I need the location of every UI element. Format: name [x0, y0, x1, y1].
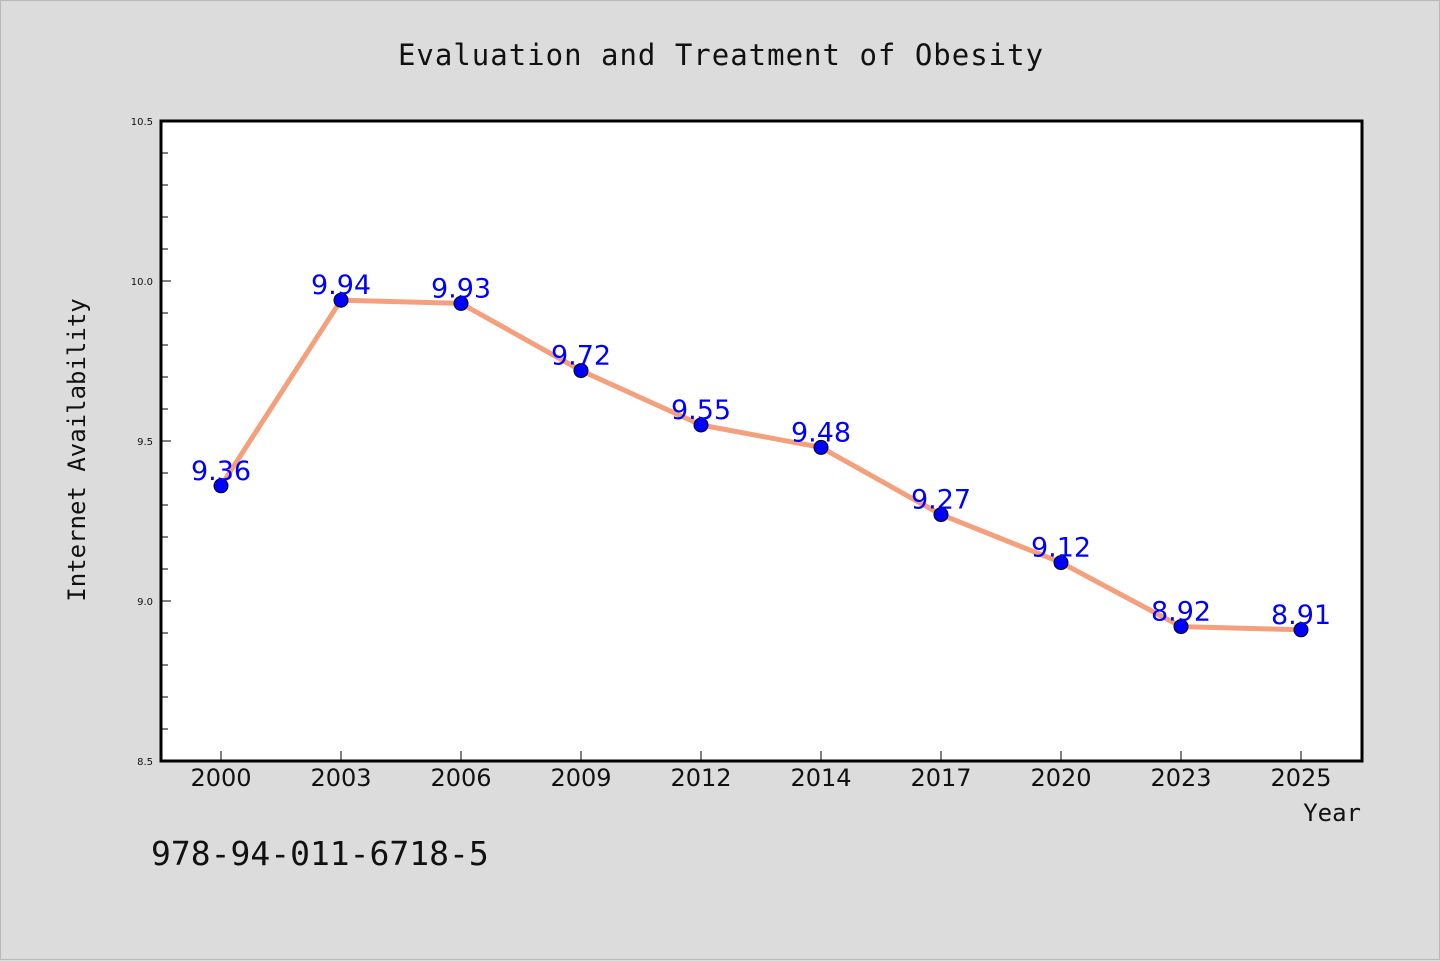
data-point — [1173, 619, 1189, 635]
data-point — [1293, 622, 1309, 638]
data-label: 9.27 — [911, 485, 971, 516]
x-tick-label: 2000 — [190, 764, 251, 792]
data-label: 8.91 — [1271, 600, 1331, 631]
y-tick-label: 8.5 — [137, 757, 153, 768]
x-tick-label: 2012 — [670, 764, 731, 792]
series-markers — [213, 292, 1309, 638]
data-point — [453, 295, 469, 311]
data-point — [1053, 555, 1069, 571]
data-point — [213, 478, 229, 494]
x-tick-label: 2014 — [790, 764, 851, 792]
x-tick-label: 2003 — [310, 764, 371, 792]
y-axis-label: Internet Availability — [63, 298, 91, 601]
x-tick-label: 2023 — [1150, 764, 1211, 792]
data-label: 9.36 — [191, 456, 251, 487]
data-point — [933, 507, 949, 523]
data-label: 9.48 — [791, 417, 851, 448]
series-line — [218, 297, 1304, 633]
y-tick-labels: 8.5 9.0 9.5 10.0 10.5 — [131, 117, 153, 768]
chart-title: Evaluation and Treatment of Obesity — [398, 38, 1044, 72]
y-tick-marks — [161, 120, 171, 762]
x-tick-marks — [220, 751, 1302, 761]
data-labels: 9.36 9.94 9.93 9.72 9.55 9.48 9.27 9.12 8.92 8.91 — [191, 270, 1331, 631]
plot-area — [159, 119, 1364, 763]
x-tick-labels: 2000 2003 2006 2009 2012 2014 2017 2020 2023 2025 — [190, 764, 1331, 792]
y-tick-label: 9.0 — [137, 597, 153, 608]
data-point — [333, 292, 349, 308]
data-label: 9.93 — [431, 273, 491, 304]
x-axis-label: Year — [1303, 799, 1361, 827]
data-point — [693, 417, 709, 433]
x-tick-label: 2006 — [430, 764, 491, 792]
x-tick-label: 2017 — [910, 764, 971, 792]
data-label: 8.92 — [1151, 597, 1211, 628]
data-point — [813, 439, 829, 455]
x-tick-label: 2025 — [1270, 764, 1331, 792]
data-label: 9.72 — [551, 341, 611, 372]
data-label: 9.12 — [1031, 533, 1091, 564]
y-tick-label: 10.0 — [131, 277, 153, 288]
data-label: 9.55 — [671, 395, 731, 426]
footer-text: 978-94-011-6718-5 — [151, 834, 489, 873]
x-tick-label: 2009 — [550, 764, 611, 792]
y-tick-label: 9.5 — [137, 437, 153, 448]
x-tick-label: 2020 — [1030, 764, 1091, 792]
data-label: 9.94 — [311, 270, 371, 301]
y-tick-label: 10.5 — [131, 117, 153, 128]
data-point — [573, 363, 589, 379]
